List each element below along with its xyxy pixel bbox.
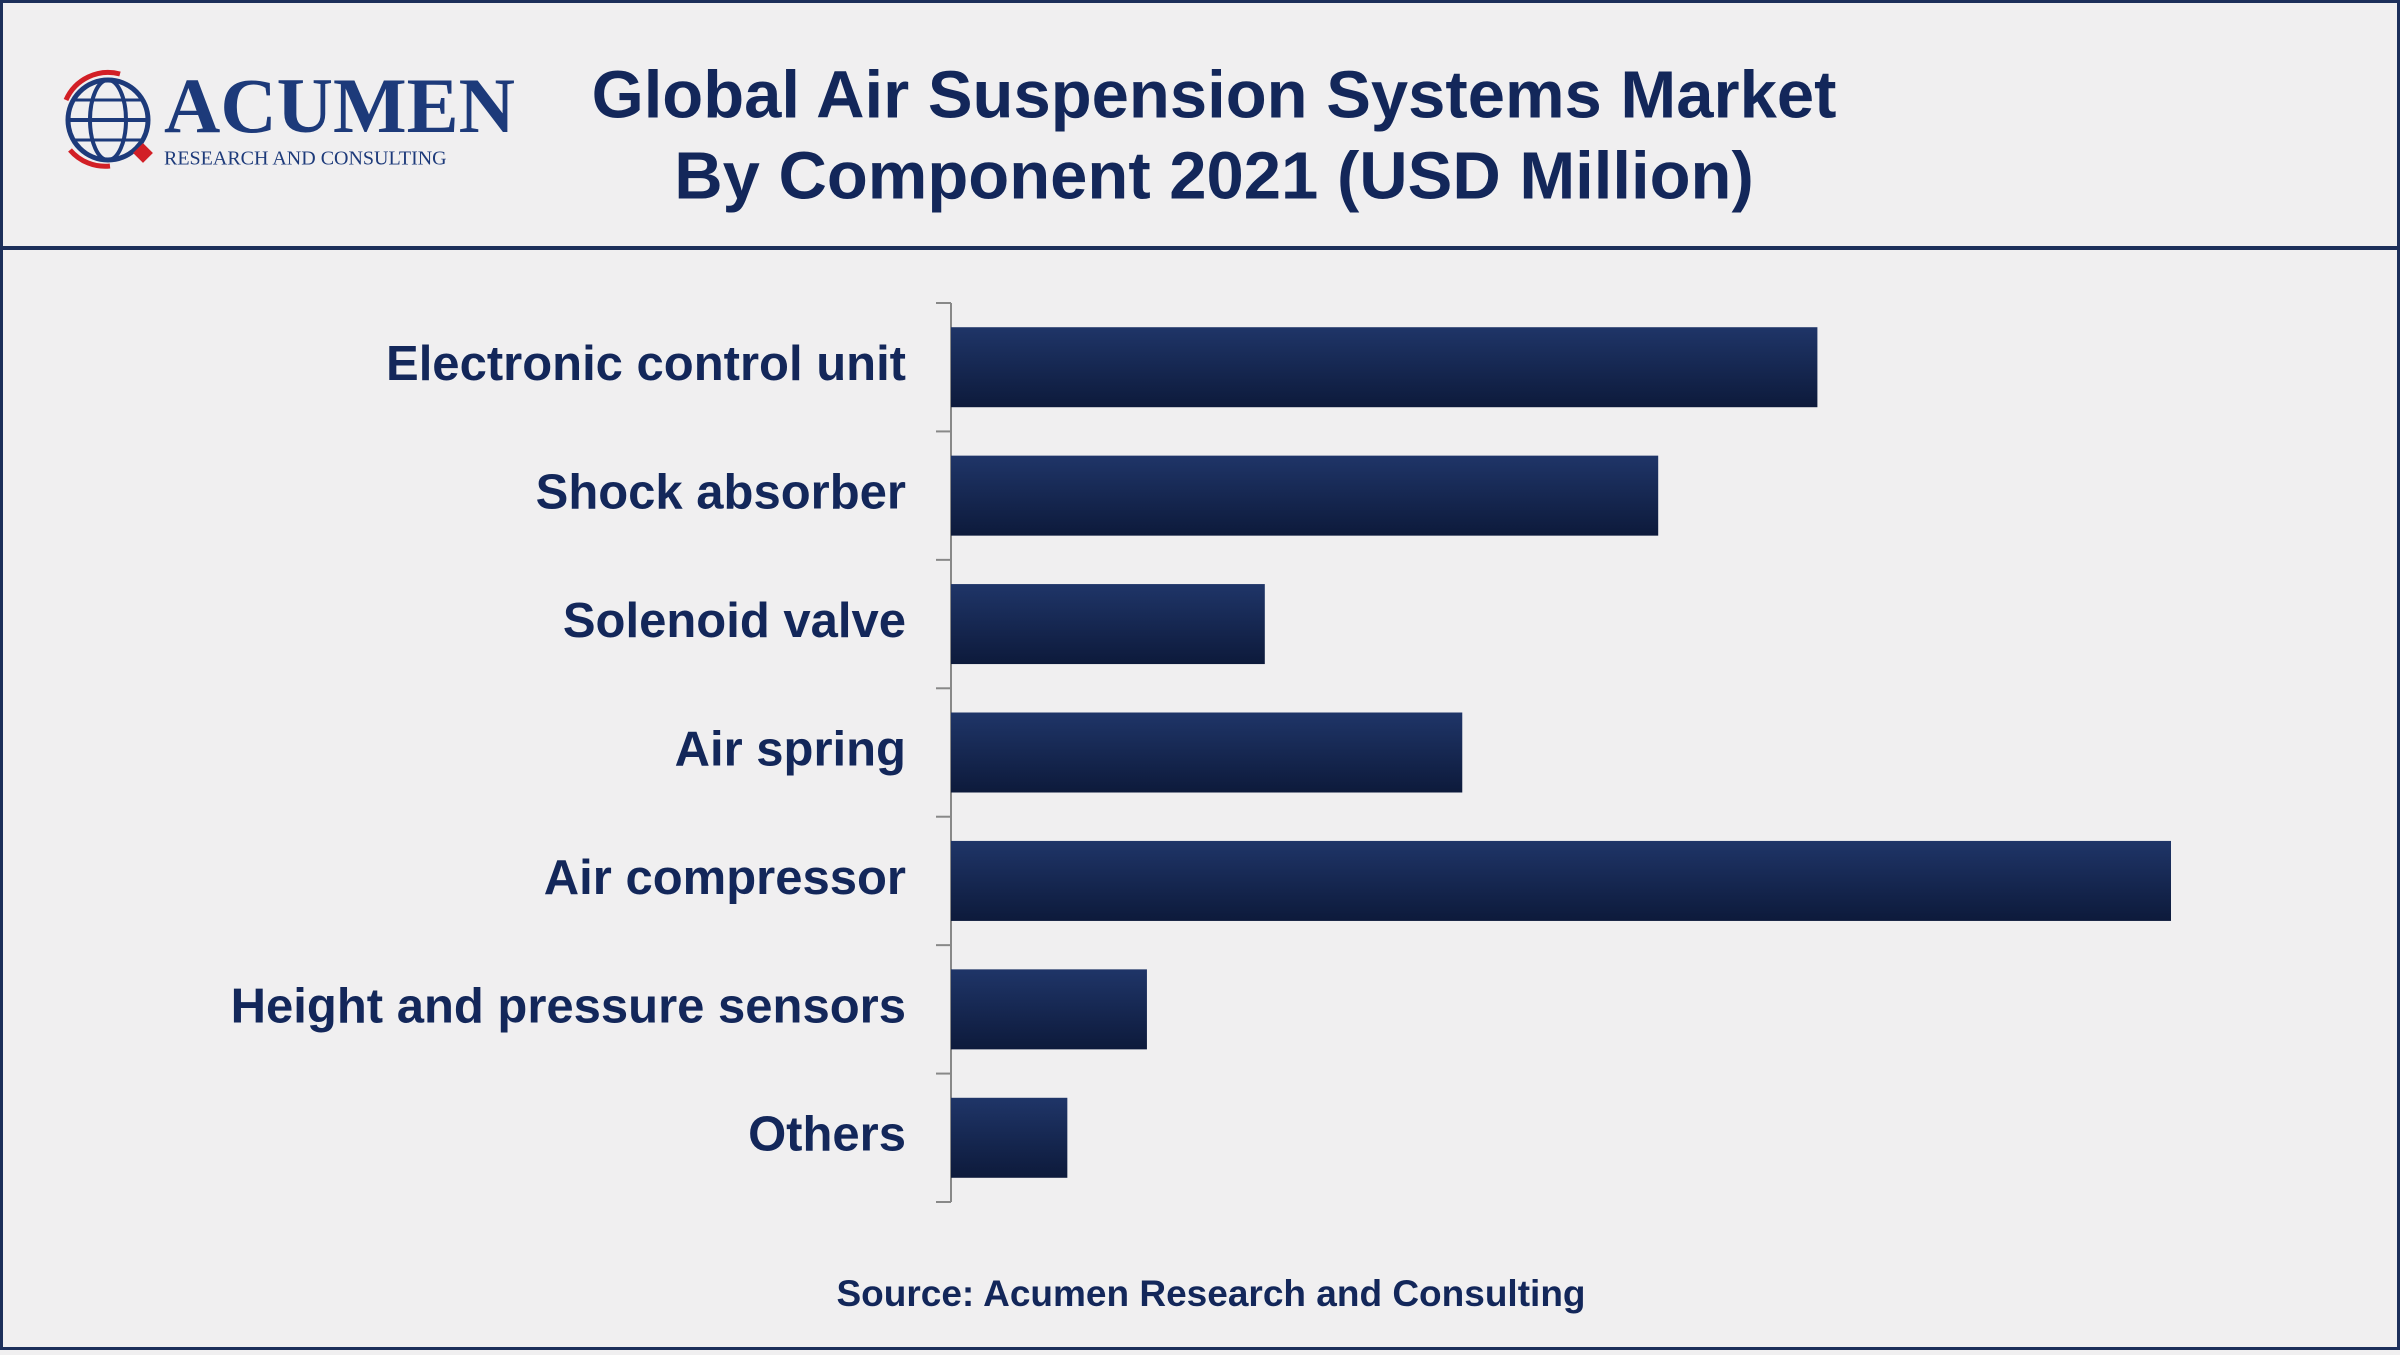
- source-note: Source: Acumen Research and Consulting: [836, 1273, 1585, 1314]
- category-label: Air compressor: [544, 851, 906, 905]
- category-label: Electronic control unit: [386, 337, 906, 391]
- bar: [951, 584, 1265, 665]
- bar: [951, 455, 1659, 536]
- logo-name: ACUMEN: [164, 62, 515, 149]
- category-label: Others: [748, 1108, 906, 1162]
- chart-title: Global Air Suspension Systems Market: [592, 58, 1837, 133]
- category-label: Height and pressure sensors: [231, 979, 906, 1033]
- category-label: Air spring: [675, 722, 906, 776]
- bar: [951, 840, 2171, 921]
- category-label: Shock absorber: [536, 466, 906, 520]
- logo: ACUMEN RESEARCH AND CONSULTING: [63, 62, 515, 170]
- logo-tagline: RESEARCH AND CONSULTING: [164, 148, 447, 170]
- logo-diamond: [133, 143, 153, 163]
- category-label: Solenoid valve: [563, 594, 906, 648]
- bar: [951, 969, 1147, 1050]
- logo-arc: [63, 69, 121, 102]
- bar: [951, 712, 1463, 793]
- chart-subtitle: By Component 2021 (USD Million): [674, 139, 1754, 214]
- bar: [951, 327, 1818, 408]
- logo-arc: [68, 148, 111, 169]
- bar: [951, 1097, 1068, 1178]
